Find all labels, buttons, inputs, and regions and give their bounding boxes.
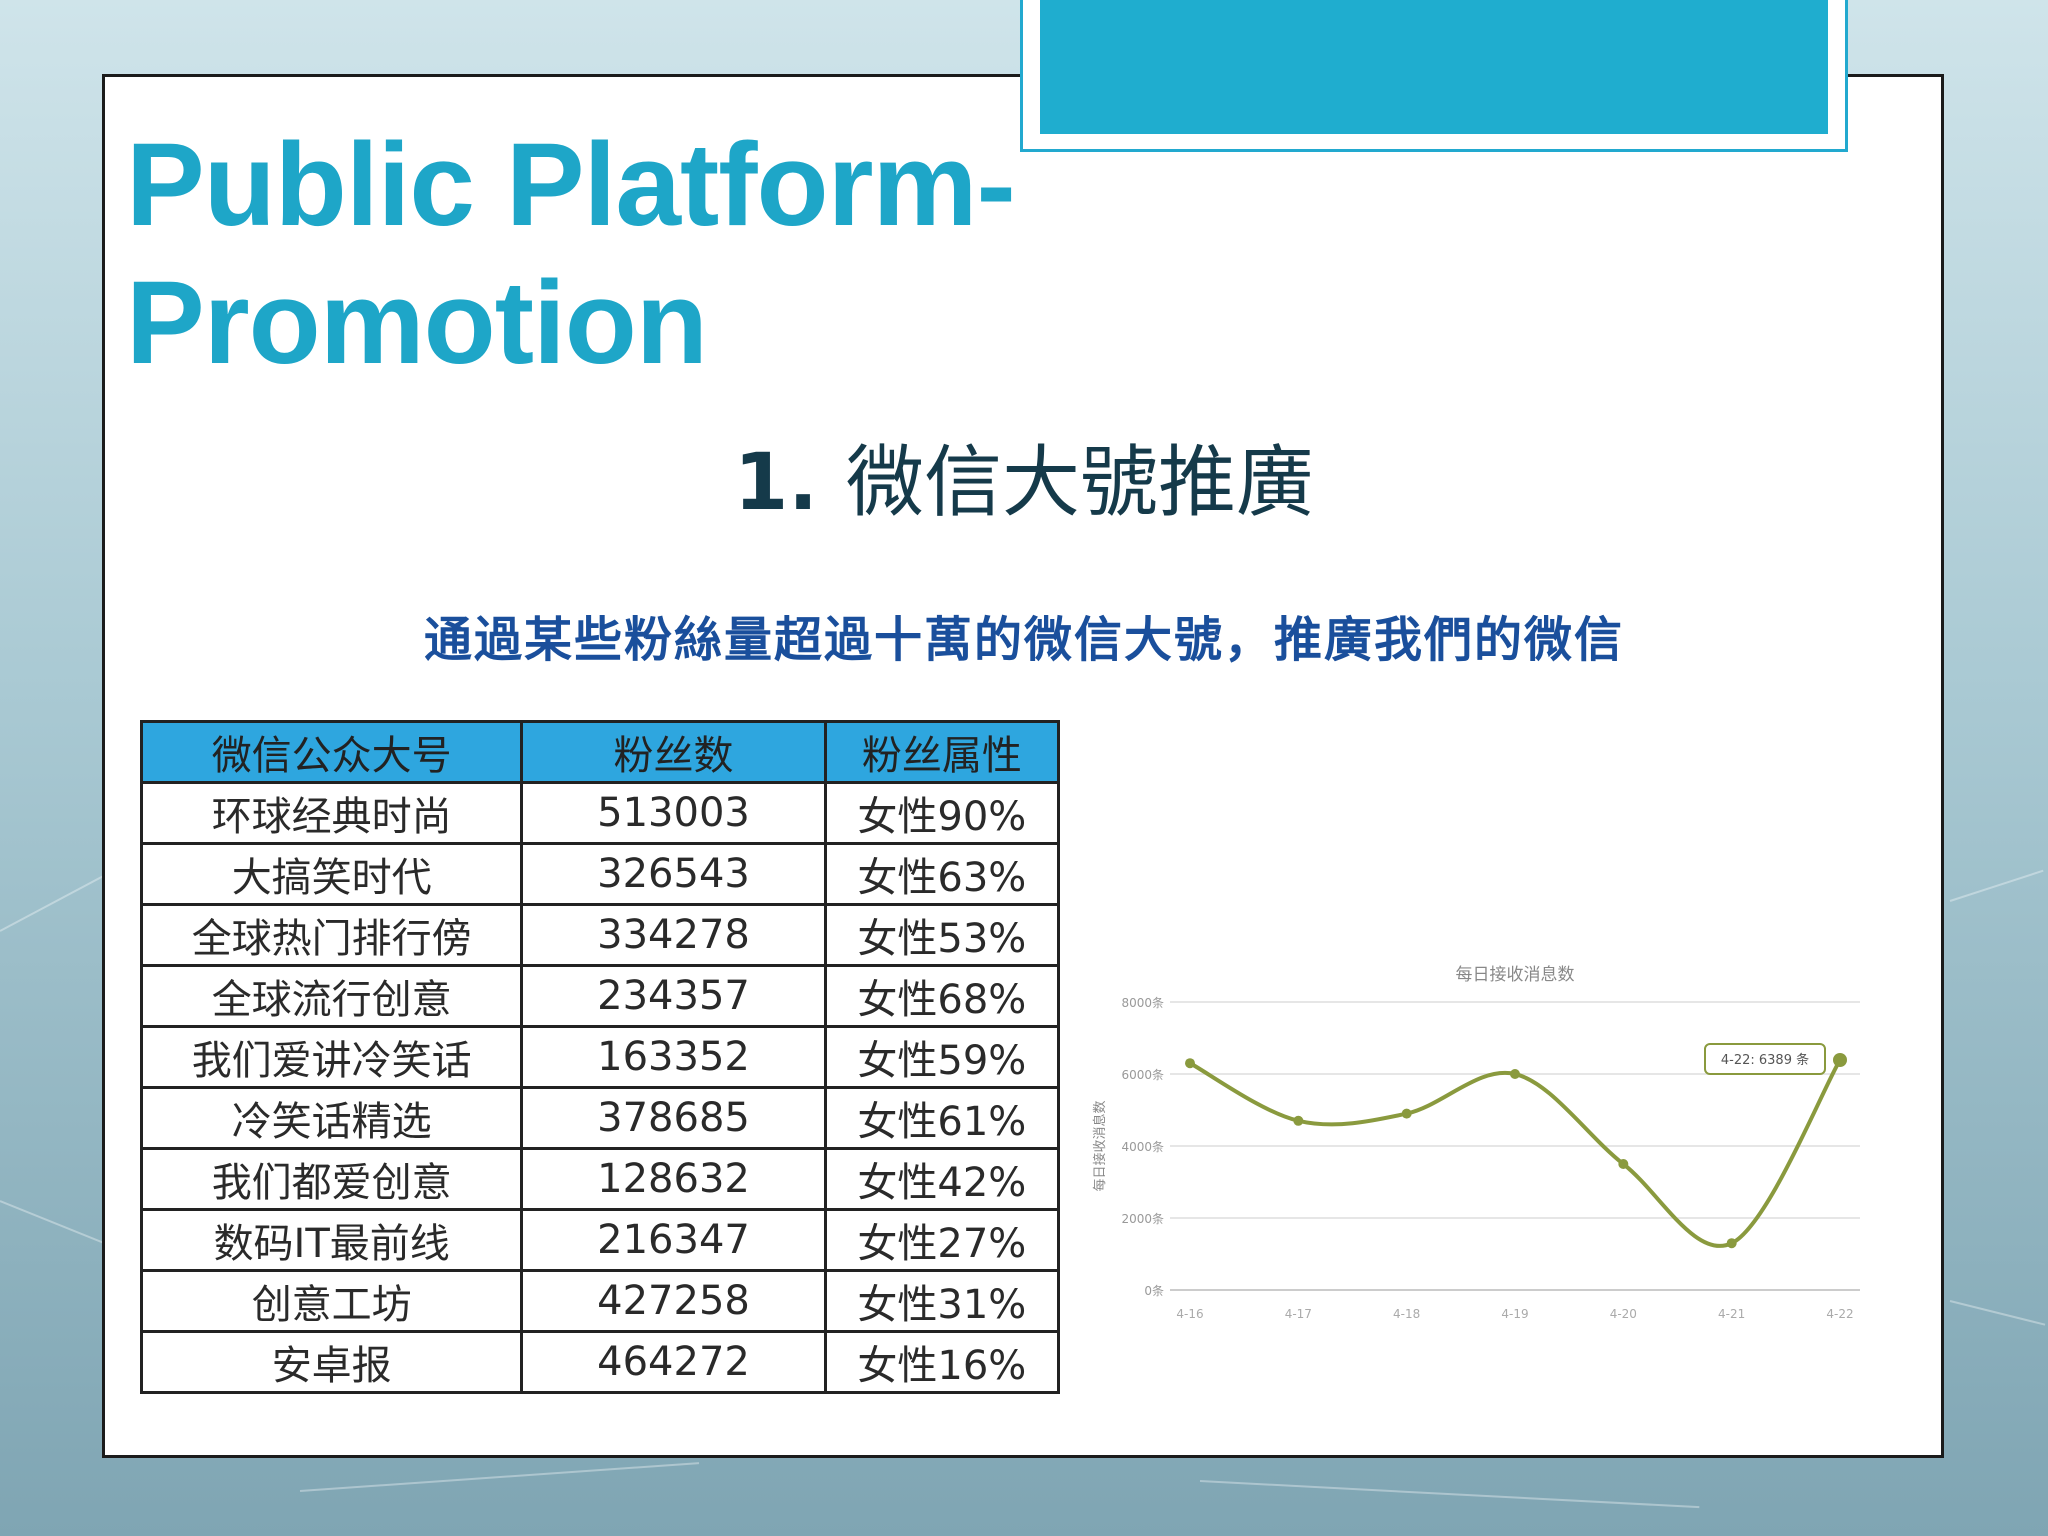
data-point	[1510, 1069, 1520, 1079]
cell-attribute: 女性63%	[823, 842, 1061, 906]
accent-bar	[1040, 0, 1828, 134]
chart-svg: 每日接收消息数0条2000条4000条6000条8000条每日接收消息数4-16…	[1092, 965, 1860, 1321]
table-row: 全球热门排行傍 334278 女性53%	[139, 903, 1061, 967]
table-row: 环球经典时尚 513003 女性90%	[139, 781, 1061, 845]
section-number: 1.	[734, 438, 818, 528]
x-tick-label: 4-19	[1501, 1307, 1528, 1320]
cell-fans: 234357	[520, 964, 827, 1028]
cell-account: 大搞笑时代	[139, 842, 524, 906]
data-point	[1293, 1115, 1304, 1126]
cell-attribute: 女性90%	[823, 781, 1061, 845]
header-fans: 粉丝数	[520, 720, 827, 784]
section-heading-text: 微信大號推廣	[845, 438, 1314, 528]
cell-fans: 427258	[520, 1269, 827, 1333]
tooltip-text: 4-22: 6389 条	[1721, 1052, 1809, 1068]
cell-fans: 128632	[520, 1147, 827, 1211]
y-tick-label: 8000条	[1121, 996, 1164, 1010]
y-axis-label: 每日接收消息数	[1092, 1100, 1108, 1191]
table-row: 数码IT最前线 216347 女性27%	[139, 1208, 1061, 1272]
cell-account: 安卓报	[139, 1330, 524, 1394]
cell-fans: 163352	[520, 1025, 827, 1089]
title-line-1: Public Platform-	[126, 119, 1016, 251]
x-tick-label: 4-18	[1393, 1307, 1420, 1320]
cell-account: 冷笑话精选	[139, 1086, 524, 1150]
header-attribute: 粉丝属性	[823, 720, 1061, 784]
header-account: 微信公众大号	[139, 720, 524, 784]
cell-fans: 513003	[520, 781, 827, 845]
table-row: 全球流行创意 234357 女性68%	[139, 964, 1061, 1028]
slide-title: Public Platform- Promotion	[126, 116, 1016, 392]
cell-fans: 378685	[520, 1086, 827, 1150]
x-tick-label: 4-22	[1826, 1307, 1853, 1320]
cell-fans: 334278	[520, 903, 827, 967]
y-tick-label: 2000条	[1121, 1212, 1164, 1226]
background-decoration	[299, 1462, 700, 1492]
cell-attribute: 女性31%	[823, 1269, 1061, 1333]
cell-account: 环球经典时尚	[139, 781, 524, 845]
y-tick-label: 6000条	[1121, 1068, 1164, 1082]
cell-attribute: 女性27%	[823, 1208, 1061, 1272]
background-decoration	[1949, 1300, 2046, 1326]
cell-account: 数码IT最前线	[139, 1208, 524, 1272]
chart-title: 每日接收消息数	[1456, 965, 1575, 985]
x-tick-label: 4-16	[1176, 1307, 1203, 1320]
data-point	[1185, 1058, 1195, 1069]
table-row: 我们爱讲冷笑话 163352 女性59%	[139, 1025, 1061, 1089]
cell-account: 全球热门排行傍	[139, 903, 524, 967]
cell-attribute: 女性16%	[823, 1330, 1061, 1394]
cell-attribute: 女性42%	[823, 1147, 1061, 1211]
cell-account: 我们爱讲冷笑话	[139, 1025, 524, 1089]
tooltip-box	[1704, 1042, 1826, 1075]
cell-fans: 464272	[520, 1330, 827, 1394]
table-row: 冷笑话精选 378685 女性61%	[139, 1086, 1061, 1150]
cell-account: 创意工坊	[139, 1269, 524, 1333]
table-row: 我们都爱创意 128632 女性42%	[139, 1147, 1061, 1211]
cell-fans: 326543	[520, 842, 827, 906]
x-tick-label: 4-20	[1610, 1307, 1637, 1320]
cell-account: 全球流行创意	[139, 964, 524, 1028]
y-tick-label: 4000条	[1121, 1140, 1164, 1154]
data-point	[1726, 1238, 1737, 1249]
accounts-table: 微信公众大号 粉丝数 粉丝属性 环球经典时尚 513003 女性90% 大搞笑时代 3…	[139, 720, 1061, 1394]
cell-attribute: 女性53%	[823, 903, 1061, 967]
y-tick-label: 0条	[1144, 1284, 1164, 1298]
x-tick-label: 4-21	[1718, 1307, 1745, 1320]
cell-account: 我们都爱创意	[139, 1147, 524, 1211]
data-point	[1618, 1159, 1629, 1169]
title-line-2: Promotion	[126, 257, 708, 389]
background-decoration	[1949, 869, 2044, 902]
table-header-row: 微信公众大号 粉丝数 粉丝属性	[139, 720, 1061, 784]
cell-fans: 216347	[520, 1208, 827, 1272]
table-row: 大搞笑时代 326543 女性63%	[139, 842, 1061, 906]
section-heading: 1. 微信大號推廣	[0, 420, 2048, 532]
data-point	[1401, 1108, 1412, 1119]
messages-line-chart: 每日接收消息数 0条 2000条 4000条 6000条 8000条 每日接收消息数 4-16…	[1090, 950, 1880, 1321]
x-tick-label: 4-17	[1285, 1307, 1312, 1320]
data-point	[1833, 1052, 1847, 1067]
table-row: 创意工坊 427258 女性31%	[139, 1269, 1061, 1333]
cell-attribute: 女性68%	[823, 964, 1061, 1028]
table-row: 安卓报 464272 女性16%	[139, 1330, 1061, 1394]
background-decoration	[1199, 1480, 1700, 1509]
description-text: 通過某些粉絲量超過十萬的微信大號，推廣我們的微信	[423, 612, 1624, 668]
cell-attribute: 女性59%	[823, 1025, 1061, 1089]
cell-attribute: 女性61%	[823, 1086, 1061, 1150]
